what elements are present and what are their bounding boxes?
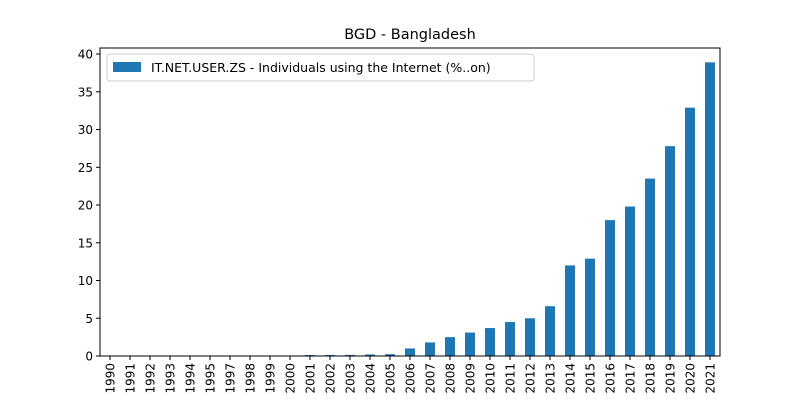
x-tick-label-2003: 2003 — [344, 363, 358, 394]
x-tick-label-1993: 1993 — [164, 363, 178, 394]
x-tick-label-2011: 2011 — [504, 363, 518, 394]
x-tick-label-2020: 2020 — [684, 363, 698, 394]
bar-2011 — [505, 322, 515, 356]
x-tick-label-1992: 1992 — [144, 363, 158, 394]
y-tick-label-25: 25 — [78, 161, 93, 175]
x-tick-label-2009: 2009 — [464, 363, 478, 394]
x-tick-label-2010: 2010 — [484, 363, 498, 394]
x-tick-label-2006: 2006 — [404, 363, 418, 394]
x-axis: 1990 1991 1992 1993 1994 1995 1997 1998 1999 2000… — [104, 356, 718, 394]
x-tick-label-2002: 2002 — [324, 363, 338, 394]
bar-2021 — [705, 62, 715, 357]
x-tick-label-2012: 2012 — [524, 363, 538, 394]
legend-label: IT.NET.USER.ZS - Individuals using the I… — [151, 60, 491, 75]
x-tick-label-2005: 2005 — [384, 363, 398, 394]
bar-2014 — [565, 265, 575, 356]
x-tick-label-2016: 2016 — [604, 363, 618, 394]
x-tick-label-2015: 2015 — [584, 363, 598, 394]
x-tick-label-1994: 1994 — [184, 363, 198, 394]
x-tick-label-1997: 1997 — [224, 363, 238, 394]
x-tick-label-2013: 2013 — [544, 363, 558, 394]
legend: IT.NET.USER.ZS - Individuals using the I… — [106, 53, 535, 82]
y-tick-label-15: 15 — [78, 236, 93, 250]
bar-2010 — [485, 328, 495, 356]
bar-2020 — [685, 107, 695, 356]
x-tick-label-2007: 2007 — [424, 363, 438, 394]
x-tick-label-2008: 2008 — [444, 363, 458, 394]
bar-2019 — [665, 146, 675, 356]
legend-swatch — [113, 62, 141, 72]
x-tick-label-1998: 1998 — [244, 363, 258, 394]
y-tick-label-10: 10 — [78, 274, 93, 288]
y-tick-label-0: 0 — [85, 350, 93, 364]
bar-2013 — [545, 306, 555, 356]
y-tick-label-35: 35 — [78, 85, 93, 99]
y-axis: 0 5 10 15 20 25 30 35 40 — [78, 48, 100, 364]
legend-box — [106, 53, 535, 82]
plot-frame — [99, 47, 721, 357]
x-tick-label-2018: 2018 — [644, 363, 658, 394]
bar-2017 — [625, 206, 635, 356]
chart-title: BGD - Bangladesh — [344, 27, 476, 43]
bar-2008 — [445, 337, 455, 356]
bar-2012 — [525, 318, 535, 356]
x-tick-label-1999: 1999 — [264, 363, 278, 394]
bar-2007 — [425, 342, 435, 356]
bar-2009 — [465, 332, 475, 356]
y-tick-label-40: 40 — [78, 48, 93, 62]
x-tick-label-1995: 1995 — [204, 363, 218, 394]
x-tick-label-1991: 1991 — [124, 363, 138, 394]
y-tick-label-30: 30 — [78, 123, 93, 137]
x-tick-label-2000: 2000 — [284, 363, 298, 394]
y-tick-label-20: 20 — [78, 199, 93, 213]
y-tick-label-5: 5 — [85, 312, 93, 326]
bar-2015 — [585, 258, 595, 356]
bar-2016 — [605, 220, 615, 356]
bar-2002 — [325, 354, 335, 356]
bar-2005 — [385, 354, 395, 356]
x-tick-label-2021: 2021 — [704, 363, 718, 394]
bar-2018 — [645, 178, 655, 356]
x-tick-label-1990: 1990 — [104, 363, 118, 394]
x-tick-label-2014: 2014 — [564, 363, 578, 394]
x-tick-label-2001: 2001 — [304, 363, 318, 394]
x-tick-label-2017: 2017 — [624, 363, 638, 394]
bar-2003 — [345, 354, 355, 356]
bar-2004 — [365, 354, 375, 356]
x-tick-label-2019: 2019 — [664, 363, 678, 394]
x-tick-label-2004: 2004 — [364, 363, 378, 394]
bars-group — [225, 62, 715, 357]
bar-2006 — [405, 348, 415, 356]
